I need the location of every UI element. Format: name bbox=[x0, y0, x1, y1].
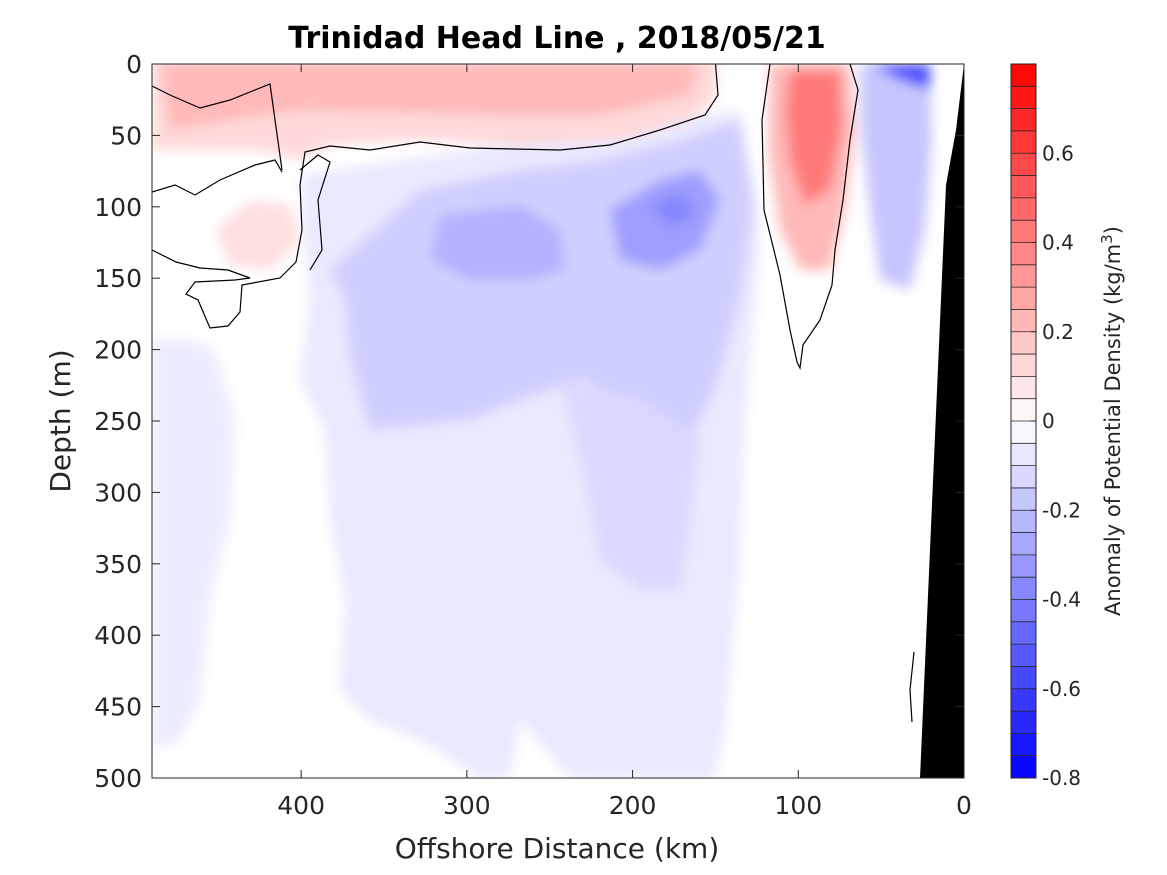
colorbar-tick-label: -0.2 bbox=[1042, 498, 1081, 522]
colorbar-block bbox=[1011, 554, 1036, 578]
colorbar-block bbox=[1011, 331, 1036, 355]
colorbar-tick-label: -0.4 bbox=[1042, 588, 1081, 612]
y-tick-label: 350 bbox=[94, 550, 142, 579]
field-blue-core-a-inner bbox=[650, 192, 695, 228]
colorbar-block bbox=[1011, 644, 1036, 667]
colorbar-lines bbox=[1011, 85, 1036, 757]
colorbar-ticks: 0.6 0.4 0.2 0 -0.2 -0.4 -0.6 -0.8 bbox=[1031, 141, 1081, 790]
colorbar-block bbox=[1011, 465, 1036, 489]
colorbar-block bbox=[1011, 376, 1036, 400]
colorbar: 0.6 0.4 0.2 0 -0.2 -0.4 -0.6 -0.8 bbox=[1010, 63, 1081, 790]
zero-contour-lobe-c bbox=[299, 154, 331, 271]
x-tick-label: 400 bbox=[277, 791, 325, 820]
field-deep-blue bbox=[152, 340, 235, 750]
y-axis: 0 50 100 150 200 250 300 350 400 450 500 bbox=[94, 50, 964, 793]
zero-contour-lobe-a bbox=[152, 83, 283, 171]
colorbar-block bbox=[1011, 443, 1036, 467]
zero-contour-surface bbox=[152, 64, 719, 329]
colorbar-block bbox=[1011, 64, 1036, 87]
colorbar-block bbox=[1011, 309, 1036, 333]
colorbar-block bbox=[1011, 354, 1036, 377]
colorbar-tick-label: -0.8 bbox=[1042, 766, 1081, 790]
colorbar-block bbox=[1011, 711, 1036, 734]
field-surface-red-inner bbox=[160, 64, 700, 130]
colorbar-block bbox=[1011, 421, 1036, 444]
colorbar-title-main: Anomaly of Potential Density (kg/m bbox=[1101, 244, 1125, 616]
colorbar-tick-label: 0.2 bbox=[1042, 320, 1074, 344]
colorbar-tick-label: 0 bbox=[1042, 409, 1055, 433]
y-tick-label: 200 bbox=[94, 336, 142, 365]
x-axis: 400 300 200 100 0 bbox=[277, 64, 972, 820]
colorbar-block bbox=[1011, 510, 1036, 534]
colorbar-block bbox=[1011, 398, 1036, 422]
colorbar-block bbox=[1011, 599, 1036, 623]
field-blue-core-b bbox=[430, 205, 565, 280]
y-tick-label: 500 bbox=[94, 764, 142, 793]
y-tick-label: 300 bbox=[94, 478, 142, 507]
y-tick-label: 100 bbox=[94, 193, 142, 222]
field-red-patch bbox=[215, 200, 300, 270]
colorbar-block bbox=[1011, 153, 1036, 177]
colorbar-block bbox=[1011, 666, 1036, 690]
colorbar-block bbox=[1011, 755, 1036, 779]
colorbar-block bbox=[1011, 621, 1036, 645]
colorbar-title-end: ) bbox=[1101, 226, 1125, 234]
plot-area bbox=[151, 63, 965, 779]
colorbar-tick-label: -0.6 bbox=[1042, 677, 1081, 701]
bathymetry-bottom bbox=[920, 64, 964, 778]
y-tick-label: 450 bbox=[94, 693, 142, 722]
colorbar-block bbox=[1011, 577, 1036, 600]
colorbar-tick-label: 0.4 bbox=[1042, 231, 1074, 255]
zero-contour-deep-sliver bbox=[909, 651, 915, 723]
y-tick-label: 50 bbox=[110, 121, 142, 150]
field-nearshore-red-core bbox=[785, 70, 842, 205]
zero-contour-lobe-b bbox=[152, 159, 283, 196]
colorbar-block bbox=[1011, 197, 1036, 221]
y-tick-label: 250 bbox=[94, 407, 142, 436]
colorbar-blocks bbox=[1011, 64, 1036, 779]
colorbar-block bbox=[1011, 487, 1036, 511]
colorbar-title-sup: 3 bbox=[1098, 234, 1116, 244]
zero-contours bbox=[152, 64, 915, 723]
colorbar-block bbox=[1011, 532, 1036, 556]
x-tick-label: 300 bbox=[443, 791, 491, 820]
colorbar-block bbox=[1011, 108, 1036, 132]
density-anomaly-field bbox=[152, 64, 932, 778]
colorbar-block bbox=[1011, 130, 1036, 154]
colorbar-block bbox=[1011, 688, 1036, 712]
zero-contour-nearshore-column bbox=[761, 64, 859, 371]
colorbar-tick-label: 0.6 bbox=[1042, 141, 1074, 165]
field-nearshore-blue bbox=[860, 64, 932, 290]
y-tick-label: 150 bbox=[94, 264, 142, 293]
colorbar-block bbox=[1011, 264, 1036, 288]
x-tick-label: 200 bbox=[609, 791, 657, 820]
colorbar-block bbox=[1011, 86, 1036, 110]
colorbar-block bbox=[1011, 175, 1036, 199]
x-tick-label: 0 bbox=[956, 791, 972, 820]
x-tick-label: 100 bbox=[774, 791, 822, 820]
colorbar-block bbox=[1011, 220, 1036, 243]
colorbar-block bbox=[1011, 287, 1036, 310]
y-tick-label: 0 bbox=[126, 50, 142, 79]
field-surface-blue bbox=[870, 64, 930, 90]
colorbar-title: Anomaly of Potential Density (kg/m3) bbox=[1098, 226, 1125, 616]
field-blue-deep-tongue bbox=[560, 380, 700, 590]
field-shapes bbox=[152, 64, 932, 778]
chart-title: Trinidad Head Line , 2018/05/21 bbox=[288, 21, 825, 56]
y-tick-label: 400 bbox=[94, 621, 142, 650]
colorbar-block bbox=[1011, 242, 1036, 266]
colorbar-block bbox=[1011, 733, 1036, 757]
y-axis-title: Depth (m) bbox=[44, 349, 77, 492]
x-axis-title: Offshore Distance (km) bbox=[395, 832, 720, 865]
